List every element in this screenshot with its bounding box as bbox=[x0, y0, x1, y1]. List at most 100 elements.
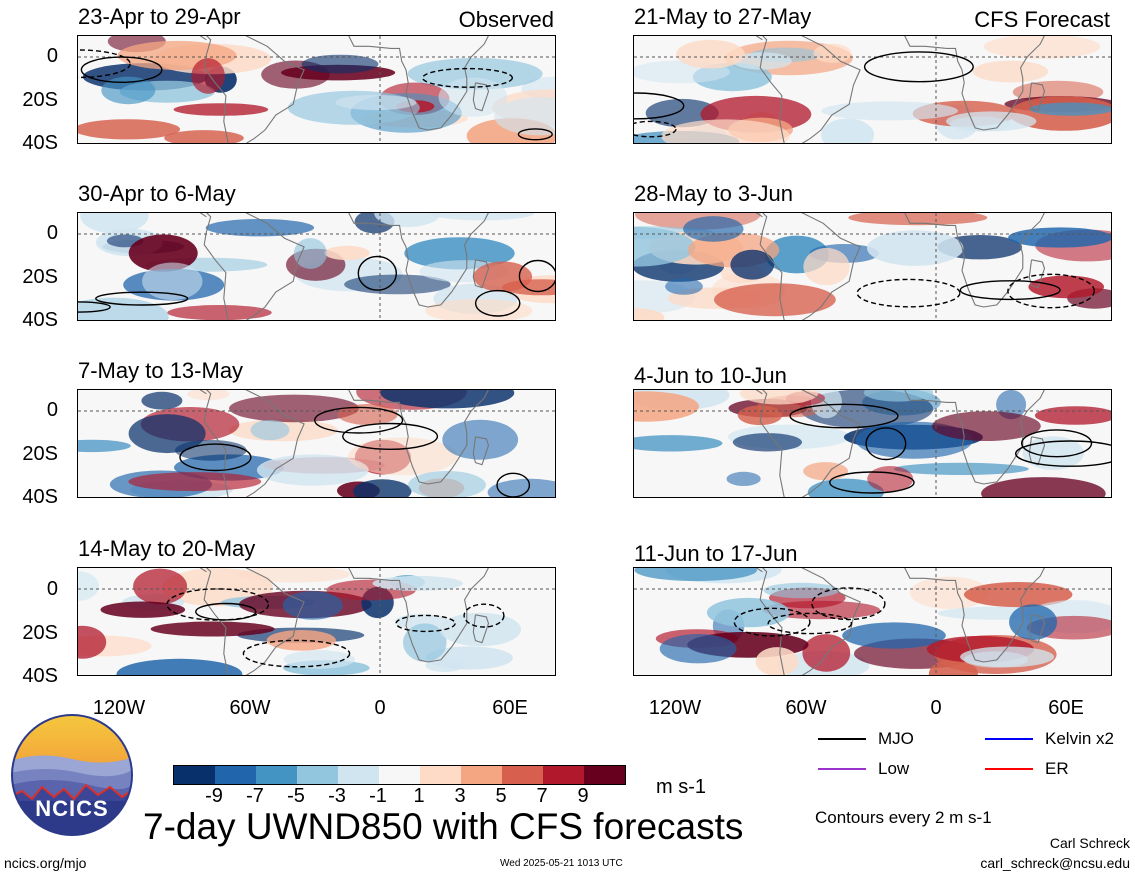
anomaly-shading bbox=[634, 391, 699, 422]
anomaly-shading bbox=[425, 659, 465, 672]
colorbar-label: -3 bbox=[328, 785, 346, 807]
colorbar-swatch bbox=[379, 766, 420, 784]
coastline bbox=[904, 36, 1045, 131]
mjo-contour bbox=[78, 301, 111, 313]
kelvin-legend-line bbox=[985, 738, 1033, 740]
coastline bbox=[203, 390, 305, 497]
coastline bbox=[759, 36, 861, 143]
mjo-contour bbox=[634, 92, 685, 120]
coastline bbox=[755, 568, 763, 573]
coastline bbox=[904, 390, 1045, 485]
anomaly-shading bbox=[909, 576, 990, 609]
anomaly-shading bbox=[141, 391, 183, 410]
coastline bbox=[199, 390, 207, 395]
colorbar-swatch bbox=[584, 766, 625, 784]
colorbar-swatch bbox=[420, 766, 461, 784]
anomaly-shading bbox=[372, 575, 463, 591]
anomaly-shading bbox=[408, 471, 486, 497]
anomaly-shading bbox=[301, 54, 379, 74]
anomaly-shading bbox=[964, 582, 1073, 608]
x-label-60w: 60W bbox=[785, 697, 827, 719]
mjo-contour bbox=[811, 587, 886, 621]
mjo-contour bbox=[474, 289, 521, 317]
anomaly-shading bbox=[983, 36, 1101, 59]
panel-title-6: 28-May to 3-Jun bbox=[634, 181, 793, 206]
anomaly-shading bbox=[439, 612, 522, 647]
coastline bbox=[472, 614, 490, 644]
anomaly-shading bbox=[142, 262, 203, 301]
anomaly-shading bbox=[187, 390, 230, 401]
anomaly-shading bbox=[487, 478, 555, 497]
map-panel-1 bbox=[77, 35, 556, 144]
mjo-contour bbox=[80, 56, 163, 84]
colorbar-label: 7 bbox=[536, 785, 548, 807]
colorbar-swatch bbox=[461, 766, 502, 784]
x-label-120w: 120W bbox=[648, 697, 702, 719]
anomaly-shading bbox=[78, 625, 107, 659]
anomaly-shading bbox=[803, 462, 849, 481]
anomaly-shading bbox=[1008, 227, 1111, 248]
mjo-contour bbox=[395, 614, 456, 633]
anomaly-shading bbox=[380, 390, 515, 409]
coastline bbox=[759, 568, 861, 675]
y-label-40s: 40S bbox=[22, 309, 58, 331]
contour-note: Contours every 2 m s-1 bbox=[815, 808, 992, 827]
mjo-contour bbox=[1015, 440, 1111, 467]
footer-timestamp: Wed 2025-05-21 1013 UTC bbox=[500, 858, 623, 869]
mjo-contour bbox=[195, 602, 257, 621]
mjo-contour bbox=[1021, 429, 1093, 458]
footer-url: ncics.org/mjo bbox=[4, 855, 87, 871]
ncics-logo: NCICS bbox=[10, 713, 134, 837]
anomaly-shading bbox=[714, 283, 836, 317]
anomaly-shading bbox=[128, 234, 198, 272]
coastline bbox=[203, 36, 305, 143]
anomaly-shading bbox=[730, 249, 775, 280]
anomaly-shading bbox=[494, 97, 555, 136]
y-label-0: 0 bbox=[46, 222, 58, 244]
y-label-20s: 20S bbox=[22, 266, 58, 288]
coastline bbox=[472, 82, 490, 112]
coastline bbox=[199, 36, 207, 41]
anomaly-shading bbox=[335, 94, 417, 111]
colorbar-swatch bbox=[338, 766, 379, 784]
mjo-contour bbox=[242, 639, 351, 668]
anomaly-shading bbox=[683, 216, 744, 242]
anomaly-shading bbox=[205, 219, 315, 237]
anomaly-shading bbox=[407, 58, 543, 90]
colorbar-label: -7 bbox=[246, 785, 264, 807]
mjo-contour bbox=[856, 278, 961, 308]
y-label-20s: 20S bbox=[22, 622, 58, 644]
colorbar bbox=[173, 765, 626, 785]
anomaly-shading bbox=[237, 568, 351, 583]
anomaly-shading bbox=[821, 101, 958, 121]
panel-title-1: 23-Apr to 29-Apr bbox=[78, 4, 241, 29]
coastline bbox=[759, 213, 861, 320]
coastline bbox=[904, 213, 1045, 308]
coastline bbox=[1028, 82, 1046, 112]
colorbar-label: -5 bbox=[287, 785, 305, 807]
map-panel-6 bbox=[633, 212, 1112, 321]
coastline bbox=[199, 213, 207, 218]
y-label-0: 0 bbox=[46, 399, 58, 421]
anomaly-shading bbox=[101, 76, 156, 105]
coastline bbox=[1028, 436, 1046, 466]
mjo-contour bbox=[463, 603, 505, 628]
map-panel-3 bbox=[77, 389, 556, 498]
mjo-contour bbox=[517, 128, 553, 141]
mjo-contour bbox=[78, 49, 131, 79]
anomaly-shading bbox=[659, 634, 737, 664]
anomaly-shading bbox=[706, 597, 790, 628]
coastline bbox=[348, 36, 489, 131]
units-label: m s-1 bbox=[656, 776, 706, 798]
mjo-contour bbox=[865, 427, 907, 461]
anomaly-shading bbox=[167, 305, 272, 320]
anomaly-shading bbox=[403, 623, 447, 662]
mjo-legend-line bbox=[818, 738, 866, 740]
colorbar-swatch bbox=[297, 766, 338, 784]
anomaly-shading bbox=[282, 591, 343, 620]
footer-email: carl_schreck@ncsu.edu bbox=[980, 855, 1130, 871]
mjo-contour bbox=[959, 280, 1061, 301]
mjo-contour bbox=[496, 472, 531, 497]
anomaly-shading bbox=[981, 477, 1106, 497]
anomaly-shading bbox=[634, 227, 696, 267]
